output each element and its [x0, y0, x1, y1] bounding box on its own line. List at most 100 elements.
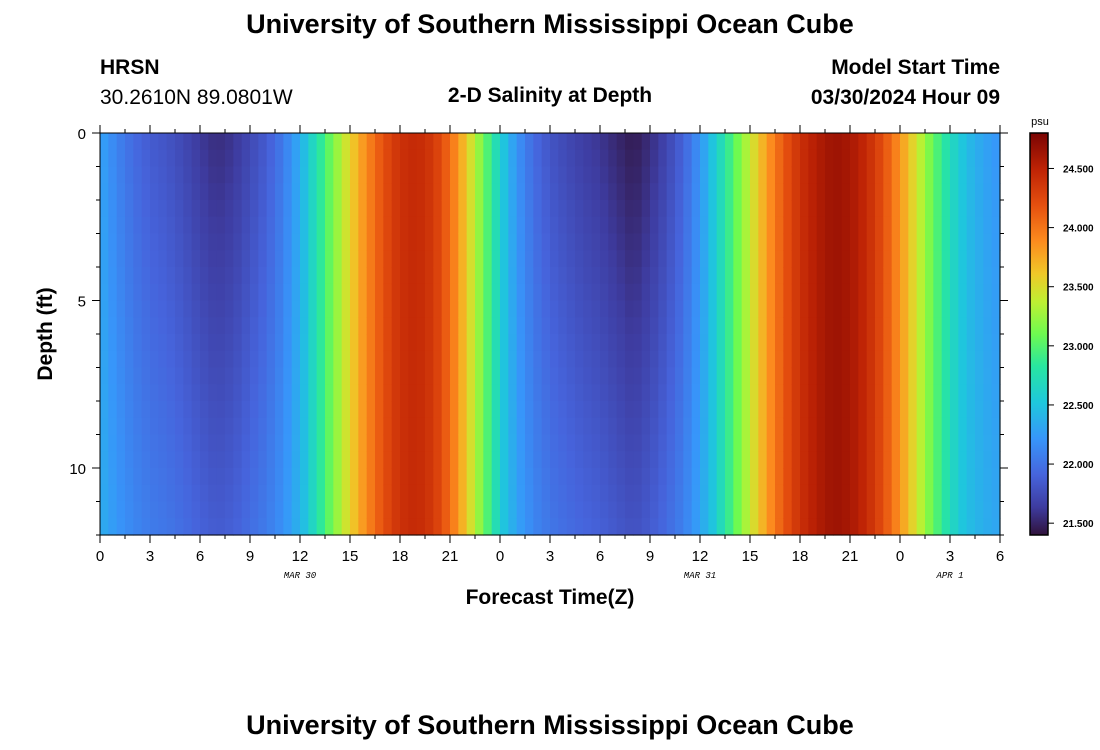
heatmap-cell [950, 300, 959, 318]
heatmap-cell [700, 233, 709, 251]
heatmap-cell [808, 334, 818, 352]
heatmap-cell [483, 133, 493, 151]
heatmap-cell [900, 401, 909, 419]
heatmap-cell [791, 183, 801, 201]
heatmap-cell [400, 250, 409, 268]
heatmap-cell [741, 384, 751, 402]
heatmap-cell [350, 468, 359, 486]
heatmap-cell [850, 149, 859, 168]
heatmap-cell [291, 518, 301, 536]
heatmap-cell [575, 267, 584, 285]
heatmap-cell [433, 283, 443, 302]
heatmap-cell [225, 183, 234, 201]
heatmap-cell [366, 233, 376, 251]
heatmap-cell [566, 484, 576, 503]
heatmap-cell [358, 468, 368, 486]
heatmap-cell [625, 250, 634, 268]
heatmap-cell [525, 250, 534, 268]
heatmap-cell [808, 250, 818, 268]
heatmap-cell [258, 300, 268, 318]
heatmap-cell [325, 233, 334, 251]
heatmap-cell [233, 401, 243, 419]
heatmap-cell [950, 451, 959, 469]
heatmap-cell [691, 434, 701, 452]
heatmap-cell [783, 317, 793, 335]
heatmap-cell [566, 367, 576, 385]
heatmap-cell [625, 334, 634, 352]
heatmap-cell [216, 216, 226, 235]
heatmap-cell [250, 250, 259, 268]
heatmap-cell [708, 501, 718, 519]
heatmap-cell [525, 384, 534, 402]
heatmap-cell [958, 283, 968, 302]
heatmap-cell [750, 300, 759, 318]
heatmap-cell [416, 267, 426, 285]
heatmap-cell [391, 434, 401, 452]
heatmap-cell [650, 166, 659, 184]
heatmap-cell [441, 233, 451, 251]
heatmap-cell [258, 401, 268, 419]
heatmap-cell [991, 384, 1001, 402]
heatmap-cell [541, 518, 551, 536]
heatmap-cell [566, 334, 576, 352]
heatmap-cell [600, 233, 609, 251]
heatmap-cell [158, 183, 168, 201]
heatmap-cell [433, 166, 443, 184]
heatmap-cell [658, 183, 668, 201]
heatmap-cell [908, 334, 918, 352]
heatmap-cell [375, 451, 384, 469]
heatmap-cell [550, 484, 559, 503]
heatmap-cell [550, 401, 559, 419]
heatmap-cell [266, 501, 276, 519]
heatmap-cell [400, 401, 409, 419]
heatmap-cell [833, 334, 843, 352]
heatmap-cell [450, 283, 459, 302]
heatmap-cell [258, 283, 268, 302]
heatmap-cell [800, 267, 809, 285]
heatmap-cell [750, 166, 759, 184]
heatmap-cell [758, 200, 768, 218]
heatmap-cell [133, 250, 143, 268]
heatmap-cell [283, 300, 293, 318]
heatmap-cell [100, 233, 109, 251]
heatmap-cell [541, 334, 551, 352]
heatmap-cell [183, 250, 193, 268]
heatmap-cell [200, 283, 209, 302]
heatmap-cell [366, 434, 376, 452]
heatmap-cell [850, 200, 859, 218]
heatmap-cell [191, 484, 201, 503]
heatmap-cell [633, 401, 643, 419]
heatmap-cell [966, 317, 976, 335]
heatmap-cell [841, 216, 851, 235]
heatmap-cell [525, 334, 534, 352]
heatmap-cell [533, 233, 543, 251]
heatmap-cell [691, 367, 701, 385]
heatmap-cell [166, 133, 176, 151]
heatmap-cell [416, 434, 426, 452]
heatmap-cell [891, 133, 901, 151]
heatmap-cell [133, 451, 143, 469]
heatmap-cell [600, 183, 609, 201]
heatmap-cell [191, 350, 201, 369]
heatmap-cell [633, 216, 643, 235]
heatmap-cell [400, 468, 409, 486]
heatmap-cell [575, 484, 584, 503]
x-tick-label: 9 [246, 548, 254, 565]
heatmap-cell [991, 283, 1001, 302]
heatmap-cell [716, 250, 726, 268]
heatmap-cell [883, 384, 893, 402]
heatmap-cell [458, 484, 468, 503]
heatmap-cell [666, 434, 676, 452]
heatmap-cell [900, 166, 909, 184]
heatmap-cell [466, 233, 476, 251]
heatmap-cell [641, 216, 651, 235]
heatmap-cell [816, 149, 826, 168]
heatmap-cell [550, 518, 559, 536]
heatmap-cell [841, 417, 851, 436]
heatmap-cell [158, 300, 168, 318]
heatmap-cell [900, 518, 909, 536]
heatmap-cell [275, 149, 284, 168]
heatmap-cell [141, 216, 151, 235]
heatmap-cell [350, 367, 359, 385]
heatmap-cell [758, 233, 768, 251]
